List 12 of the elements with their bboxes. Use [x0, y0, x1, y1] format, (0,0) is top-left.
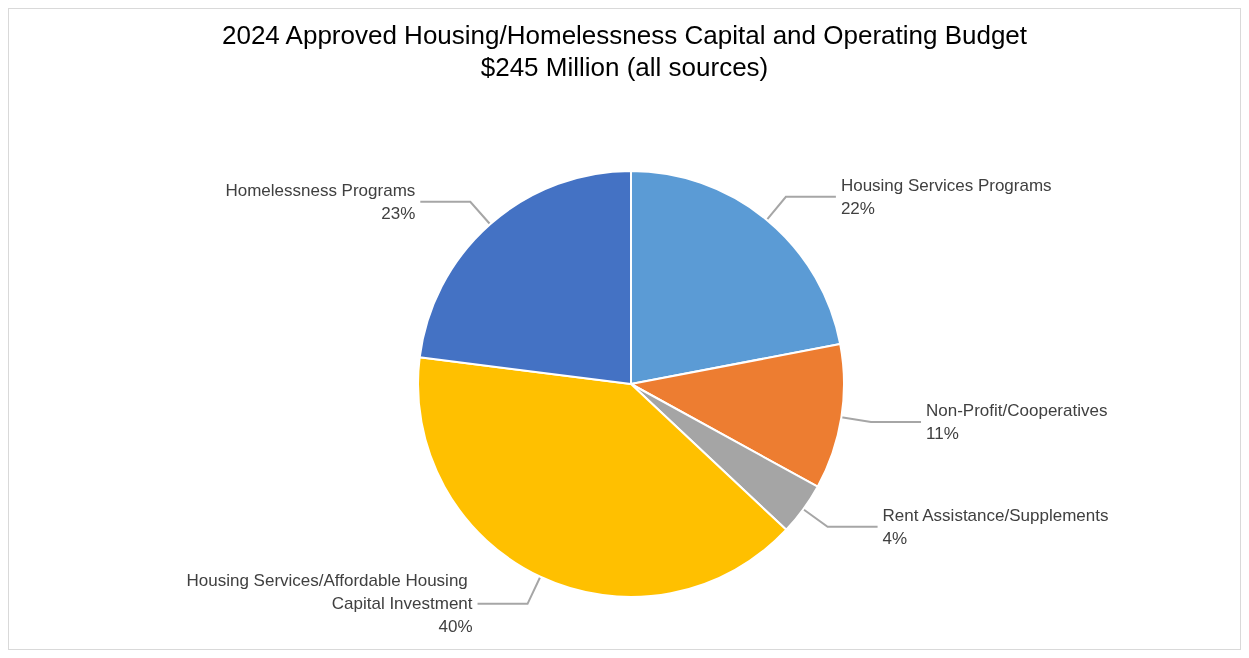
- data-label: 40%: [438, 617, 473, 637]
- slice-label: Housing Services Programs: [840, 175, 1052, 195]
- slice-label: Rent Assistance/Supplements: [882, 505, 1109, 525]
- data-label: 22%: [840, 198, 875, 218]
- data-label: 4%: [882, 528, 908, 548]
- data-label: 23%: [381, 203, 416, 223]
- slice-label: Homelessness Programs: [225, 180, 416, 200]
- chart-title: 2024 Approved Housing/Homelessness Capital and Operating Budget: [221, 20, 1028, 50]
- data-label: 11%: [926, 424, 959, 444]
- chart-subtitle: $245 Million (all sources): [480, 52, 769, 82]
- slice-label: Non-Profit/Cooperatives: [926, 401, 1108, 421]
- slice-label: Housing Services/Affordable Housing Capital Investment: [186, 571, 473, 614]
